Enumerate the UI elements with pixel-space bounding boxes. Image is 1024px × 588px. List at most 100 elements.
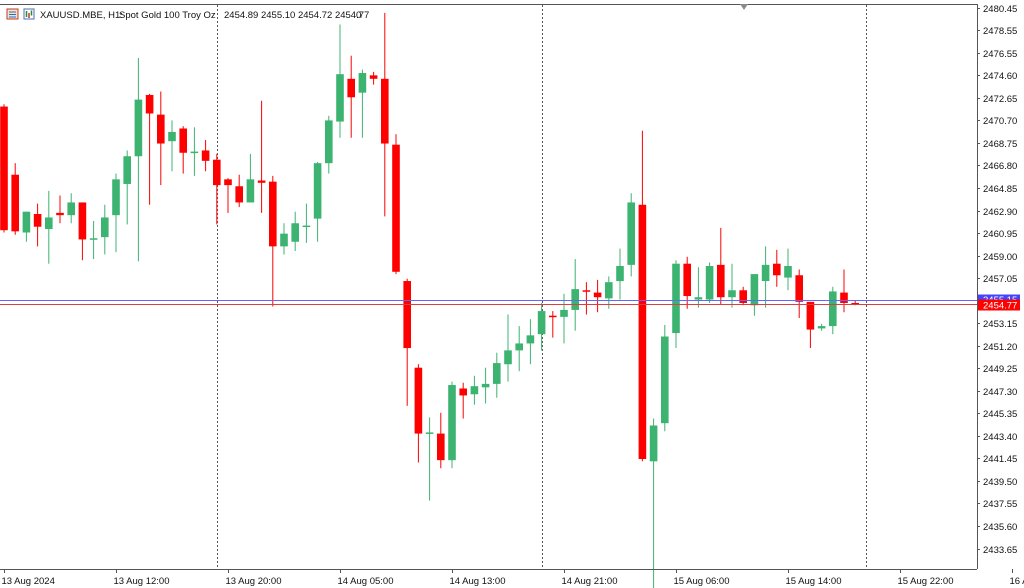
candle-body — [414, 367, 423, 434]
candle-body — [358, 73, 367, 93]
candle-body — [224, 179, 232, 186]
price-axis-label: 2435.60 — [983, 522, 1017, 533]
time-axis-label: 13 Aug 12:00 — [114, 576, 170, 587]
candle-body — [0, 106, 8, 231]
candle-body — [403, 281, 411, 349]
price-axis-label: 2439.50 — [983, 477, 1017, 488]
candle-body — [123, 156, 131, 184]
candle-body — [560, 309, 568, 317]
time-axis-label: 15 Aug 14:00 — [786, 576, 842, 587]
candle-body — [829, 291, 837, 327]
candle-body — [190, 151, 199, 154]
candle-body — [851, 302, 859, 305]
price-axis-label: 2449.25 — [983, 364, 1017, 375]
price-axis: 2480.45 2478.55 2476.55 2474.60 2472.65 2470.… — [977, 4, 1017, 556]
candle-body — [213, 159, 221, 186]
time-axis: 13 Aug 2024 13 Aug 12:00 13 Aug 20:00 14 Au… — [2, 569, 1024, 587]
price-axis-label: 2476.55 — [983, 49, 1017, 60]
symbol-description: Spot Gold 100 Troy Oz — [119, 10, 216, 21]
candle-body — [705, 266, 714, 300]
candle-body — [257, 180, 266, 183]
candle-body — [840, 292, 848, 303]
price-axis-label: 2453.15 — [983, 319, 1017, 330]
candle-body — [302, 225, 311, 228]
price-axis-label: 2447.30 — [983, 387, 1017, 398]
price-axis-label: 2468.75 — [983, 139, 1017, 150]
candle-body — [235, 186, 243, 203]
candle-body — [45, 217, 53, 230]
candle-body — [246, 179, 255, 203]
candle-body — [593, 292, 602, 298]
symbol-label: XAUUSD.MBE, H1: — [40, 10, 123, 21]
candle-body — [627, 202, 635, 265]
candles — [0, 12, 859, 588]
candle-body — [437, 433, 445, 461]
candle-body — [638, 204, 647, 459]
candle-body — [11, 174, 19, 232]
candle-body — [313, 163, 322, 219]
candle-body — [661, 336, 669, 424]
candle-body — [448, 385, 456, 461]
price-axis-label: 2472.65 — [983, 94, 1017, 105]
price-axis-label: 2462.90 — [983, 207, 1017, 218]
candle-body — [280, 233, 288, 247]
time-axis-label: 15 Aug 06:00 — [674, 576, 730, 587]
candle-body — [168, 131, 176, 142]
volume-value: 0 — [356, 10, 361, 21]
time-axis-label: 14 Aug 21:00 — [562, 576, 618, 587]
price-axis-label: 2459.00 — [983, 252, 1017, 263]
candle-body — [89, 238, 98, 240]
bar-chart-icon[interactable] — [23, 8, 35, 20]
price-axis-label: 2441.45 — [983, 454, 1017, 465]
price-axis-label: 2443.40 — [983, 432, 1017, 443]
candle-body — [179, 128, 187, 153]
current-price-tag-bg — [978, 299, 1020, 311]
candle-body — [515, 343, 523, 351]
price-axis-label: 2445.35 — [983, 409, 1017, 420]
candle-body — [381, 78, 389, 144]
candle-body — [67, 202, 75, 216]
candle-body — [481, 383, 490, 388]
candle-body — [750, 274, 759, 306]
candle-body — [739, 290, 747, 303]
price-axis-label: 2478.55 — [983, 26, 1017, 37]
price-axis-label: 2466.80 — [983, 161, 1017, 172]
candle-body — [605, 282, 613, 299]
candle-body — [649, 425, 658, 462]
price-axis-label: 2470.70 — [983, 116, 1017, 127]
time-axis-label: 14 Aug 13:00 — [450, 576, 506, 587]
candle-body — [22, 211, 31, 233]
price-tags: 2455.152454.77 — [978, 294, 1020, 312]
candle-body — [694, 297, 703, 300]
candle-body — [728, 290, 736, 298]
candle-body — [201, 150, 210, 161]
candle-body — [795, 275, 803, 302]
candle-body — [336, 74, 344, 122]
chart-shift-marker[interactable] — [740, 4, 748, 10]
price-axis-label: 2464.85 — [983, 184, 1017, 195]
candle-body — [683, 263, 691, 297]
candle-body — [78, 202, 87, 240]
candle-body — [761, 264, 770, 282]
price-lines — [0, 300, 977, 305]
candle-body — [269, 181, 277, 247]
candle-body — [101, 217, 109, 238]
price-axis-label: 2474.60 — [983, 71, 1017, 82]
price-axis-label: 2451.20 — [983, 342, 1017, 353]
price-axis-label: 2460.95 — [983, 229, 1017, 240]
candle-body — [112, 179, 120, 216]
candle-body — [325, 120, 333, 164]
price-axis-label: 2433.65 — [983, 545, 1017, 556]
chart-header: XAUUSD.MBE, H1: Spot Gold 100 Troy Oz 24… — [6, 8, 369, 21]
candle-body — [504, 350, 512, 365]
candle-body — [537, 311, 546, 335]
candle-body — [717, 264, 725, 298]
ohlc-values: 2454.89 2455.10 2454.72 2454.77 — [224, 10, 369, 21]
candle-body — [459, 388, 467, 396]
price-axis-label: 2437.55 — [983, 499, 1017, 510]
candle-body — [817, 326, 826, 329]
chart-window-icon[interactable] — [6, 8, 19, 20]
current-price-tag: 2454.77 — [983, 301, 1017, 312]
